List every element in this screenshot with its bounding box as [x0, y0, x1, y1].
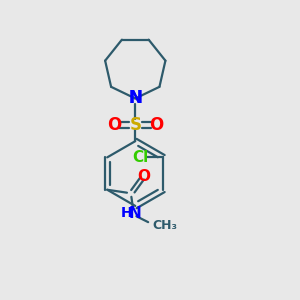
Text: N: N [128, 89, 142, 107]
Text: Cl: Cl [132, 150, 148, 165]
Text: S: S [129, 116, 141, 134]
Text: O: O [107, 116, 121, 134]
Text: O: O [149, 116, 164, 134]
Text: N: N [129, 206, 142, 221]
Text: CH₃: CH₃ [153, 219, 178, 232]
Text: N: N [128, 89, 142, 107]
Text: O: O [137, 169, 150, 184]
Text: H: H [121, 206, 132, 220]
